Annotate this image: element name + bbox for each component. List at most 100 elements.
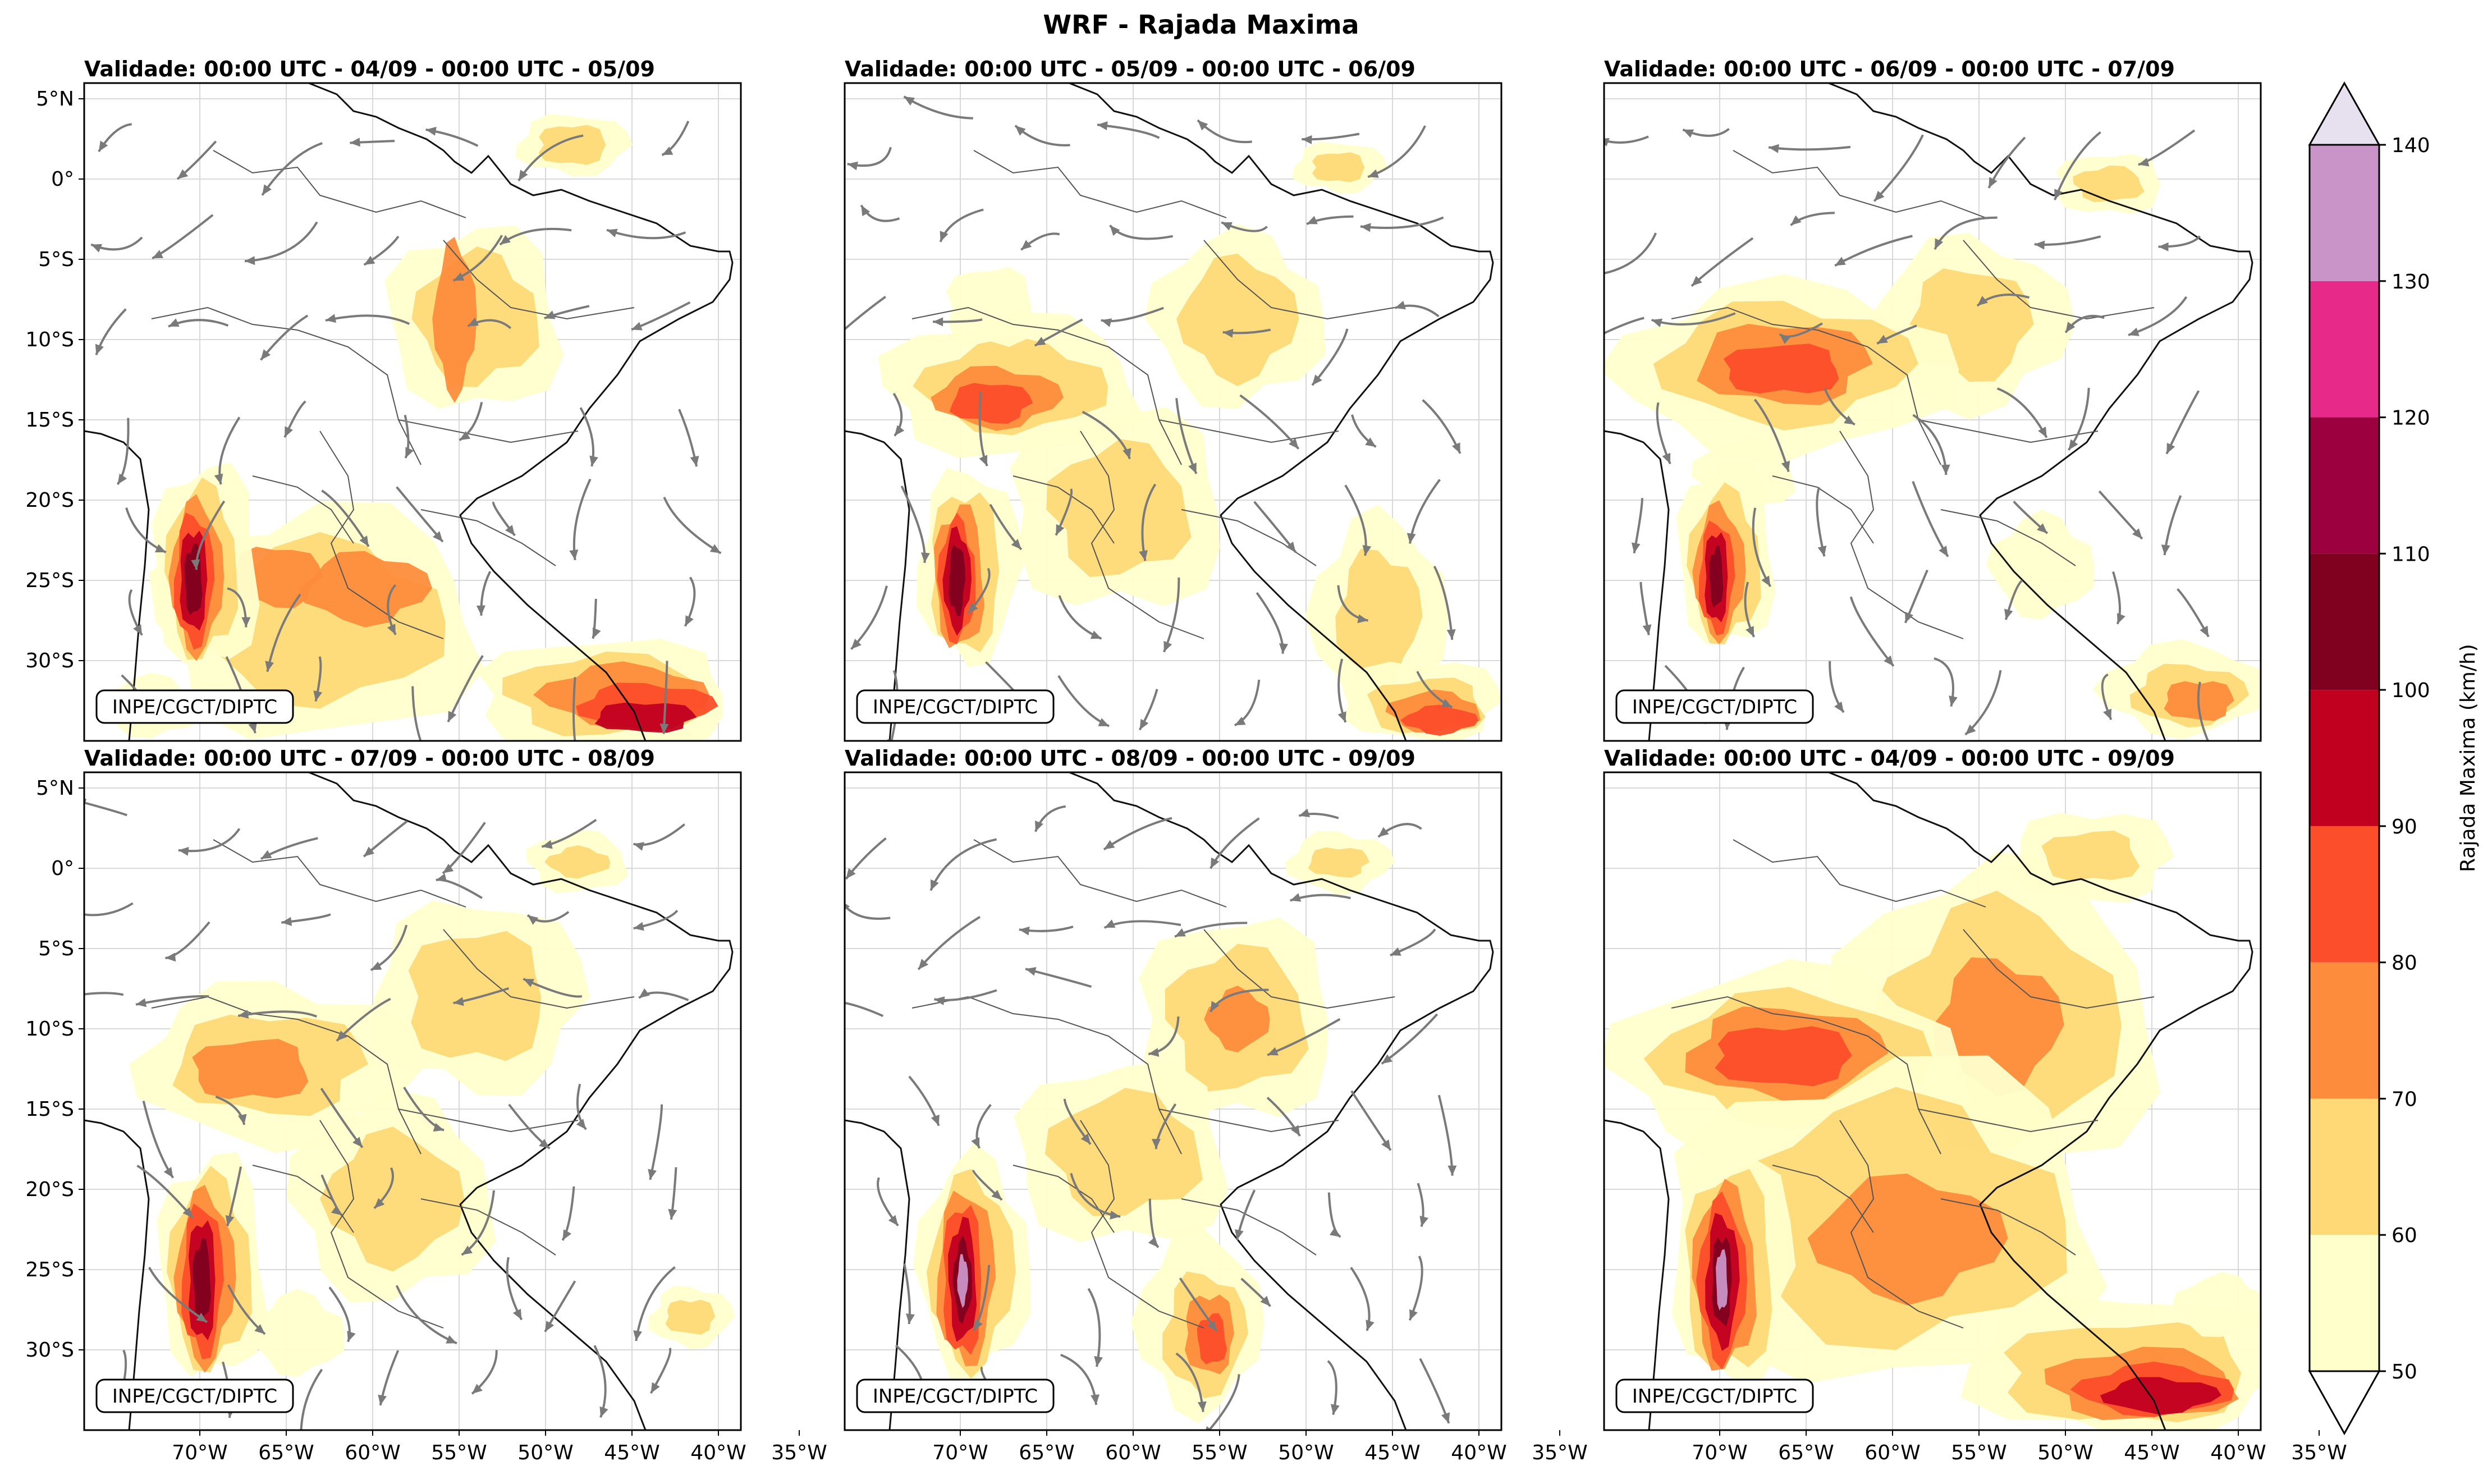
lon-tick-label: 35°W [2291, 1441, 2347, 1464]
lon-tick-label: 45°W [1364, 1441, 1420, 1464]
colorbar-tick-label: 110 [2392, 543, 2430, 566]
map-frame [83, 771, 742, 1431]
borders [1671, 150, 2155, 639]
map-frame [1603, 771, 2262, 1431]
lon-tick-label: 50°W [517, 1441, 573, 1464]
lat-tick-label: 0° [51, 168, 74, 191]
credit-text: INPE/CGCT/DIPTC [112, 696, 277, 718]
credit-badge: INPE/CGCT/DIPTC [1615, 689, 1814, 724]
panel-title: Validade: 00:00 UTC - 04/09 - 00:00 UTC … [1604, 746, 2175, 771]
coastline [1604, 772, 2253, 1430]
credit-text: INPE/CGCT/DIPTC [873, 696, 1038, 718]
map-panel-p3: Validade: 00:00 UTC - 06/09 - 00:00 UTC … [1603, 57, 2262, 742]
figure-title: WRF - Rajada Maxima [1043, 10, 1359, 40]
map-panel-p1: Validade: 00:00 UTC - 04/09 - 00:00 UTC … [25, 57, 742, 742]
colorbar-bin [2310, 962, 2379, 1099]
gust-shading [129, 830, 735, 1377]
lon-tick-label: 40°W [1451, 1441, 1506, 1464]
lat-tick-label: 15°S [25, 1098, 74, 1121]
lon-tick-label: 65°W [1778, 1441, 1834, 1464]
gust-shading [878, 141, 1501, 741]
lat-tick-label: 30°S [25, 1339, 74, 1362]
lon-tick-label: 45°W [2124, 1441, 2179, 1464]
map-frame [83, 82, 742, 742]
lon-tick-label: 40°W [690, 1441, 746, 1464]
credit-badge: INPE/CGCT/DIPTC [1615, 1378, 1814, 1413]
colorbar-bin [2310, 553, 2379, 690]
lat-tick-label: 15°S [25, 409, 74, 432]
colorbar-min-extend [2308, 1370, 2381, 1436]
gust-shading [913, 831, 1395, 1423]
colorbar-bin [2310, 1235, 2379, 1371]
wind-streamlines [845, 95, 1462, 741]
lat-tick-label: 5°N [36, 88, 74, 111]
colorbar-bin [2310, 417, 2379, 554]
gust-shading [1604, 154, 2261, 740]
colorbar-tick-label: 70 [2392, 1088, 2417, 1111]
coastline [1604, 83, 2253, 741]
wind-streamlines [1604, 128, 2210, 741]
wind-streamlines [84, 798, 689, 1430]
lat-tick-label: 25°S [25, 1258, 74, 1281]
coastline [845, 772, 1494, 1430]
lon-tick-label: 50°W [2037, 1441, 2093, 1464]
colorbar: 50 60 70 80 90 100 110 120 130 140 Rajada Maxima (… [2308, 81, 2480, 1436]
credit-text: INPE/CGCT/DIPTC [1632, 696, 1797, 718]
lon-tick-label: 70°W [172, 1441, 227, 1464]
lon-tick-label: 70°W [1692, 1441, 1747, 1464]
credit-badge: INPE/CGCT/DIPTC [95, 1378, 294, 1413]
map-frame [844, 82, 1502, 742]
lon-tick-label: 65°W [1019, 1441, 1074, 1464]
lat-tick-label: 10°S [25, 328, 74, 351]
lon-tick-label: 60°W [345, 1441, 400, 1464]
coastline [845, 83, 1494, 741]
lon-tick-label: 60°W [1105, 1441, 1161, 1464]
borders [911, 150, 1395, 639]
colorbar-bin [2310, 281, 2379, 418]
lat-tick-label: 30°S [25, 649, 74, 672]
lon-tick-label: 60°W [1864, 1441, 1920, 1464]
borders [911, 839, 1395, 1329]
panel-title: Validade: 00:00 UTC - 05/09 - 00:00 UTC … [845, 57, 1415, 81]
wind-streamlines [845, 805, 1457, 1430]
lat-tick-label: 0° [51, 857, 74, 880]
lon-tick-label: 35°W [771, 1441, 827, 1464]
borders [151, 150, 635, 639]
colorbar-tick-label: 50 [2392, 1361, 2417, 1384]
gust-shading [1604, 812, 2261, 1430]
lon-tick-label: 50°W [1278, 1441, 1334, 1464]
wind-streamlines [90, 120, 722, 741]
lat-tick-label: 5°S [38, 248, 74, 271]
colorbar-bin [2310, 145, 2379, 281]
credit-text: INPE/CGCT/DIPTC [873, 1385, 1038, 1408]
borders [1671, 839, 2155, 1329]
colorbar-max-extend [2308, 81, 2381, 146]
credit-badge: INPE/CGCT/DIPTC [856, 1378, 1055, 1413]
colorbar-label: Rajada Maxima (km/h) [2457, 644, 2480, 872]
map-panel-p5: Validade: 00:00 UTC - 08/09 - 00:00 UTC … [844, 746, 1588, 1464]
colorbar-tick-label: 100 [2392, 679, 2430, 702]
lon-tick-label: 70°W [932, 1441, 988, 1464]
lat-tick-label: 20°S [25, 1178, 74, 1201]
colorbar-tick-label: 130 [2392, 271, 2430, 294]
lon-tick-label: 40°W [2210, 1441, 2266, 1464]
coastline [84, 772, 734, 1430]
credit-text: INPE/CGCT/DIPTC [112, 1385, 277, 1408]
map-panel-p4: Validade: 00:00 UTC - 07/09 - 00:00 UTC … [25, 746, 827, 1464]
lon-tick-label: 65°W [258, 1441, 314, 1464]
coastline [84, 83, 734, 741]
lat-tick-label: 25°S [25, 569, 74, 592]
lon-tick-label: 55°W [1192, 1441, 1247, 1464]
lat-tick-label: 5°N [36, 777, 74, 800]
lon-tick-label: 45°W [604, 1441, 659, 1464]
map-panel-p6: Validade: 00:00 UTC - 04/09 - 00:00 UTC … [1603, 746, 2347, 1464]
panel-title: Validade: 00:00 UTC - 04/09 - 00:00 UTC … [84, 57, 655, 81]
lon-tick-label: 55°W [1951, 1441, 2006, 1464]
map-frame [1603, 82, 2262, 742]
lat-tick-label: 10°S [25, 1018, 74, 1041]
colorbar-tick-label: 140 [2392, 134, 2430, 157]
lon-tick-label: 35°W [1532, 1441, 1587, 1464]
map-frame [844, 771, 1502, 1431]
lat-tick-label: 5°S [38, 937, 74, 960]
